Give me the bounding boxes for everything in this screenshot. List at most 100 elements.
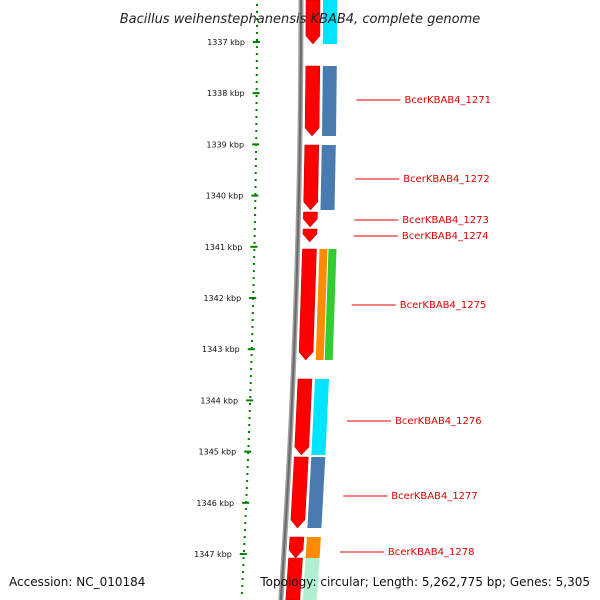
track-dot xyxy=(255,88,258,90)
kbp-label: 1344 kbp xyxy=(200,396,238,405)
accession-text: Accession: NC_010184 xyxy=(9,575,145,589)
feature-track xyxy=(285,0,337,600)
track-dot xyxy=(240,592,243,594)
track-dot xyxy=(246,480,249,482)
kbp-label: 1338 kbp xyxy=(207,89,245,98)
track-dot xyxy=(253,228,256,230)
track-dot xyxy=(245,487,248,489)
track-dot xyxy=(246,473,249,475)
cds-arrow xyxy=(303,144,320,211)
track-dot xyxy=(255,151,258,153)
track-dot xyxy=(247,445,250,447)
kbp-label: 1341 kbp xyxy=(205,243,243,252)
track-dot xyxy=(255,137,258,139)
cds-arrow xyxy=(305,0,321,45)
track-dot xyxy=(244,508,247,510)
cds-arrow xyxy=(302,228,318,243)
cds-arrow xyxy=(304,65,321,137)
backbone-line-core xyxy=(279,0,302,600)
kbp-label: 1345 kbp xyxy=(199,448,237,457)
track-dot xyxy=(255,60,258,62)
track-dot xyxy=(255,81,258,83)
track-dot xyxy=(255,4,258,6)
gene-label: BcerKBAB4_1276 xyxy=(395,416,482,427)
track-dot xyxy=(255,46,258,48)
track-dot xyxy=(254,214,257,216)
track-dot xyxy=(241,585,244,587)
track-dot xyxy=(255,67,258,69)
track-dot xyxy=(254,172,257,174)
track-dot xyxy=(242,557,245,559)
cog-block xyxy=(322,66,337,136)
genome-backbone xyxy=(278,0,304,600)
track-dot xyxy=(241,571,244,573)
track-dot xyxy=(245,494,248,496)
cds-arrow xyxy=(288,536,305,559)
cds-arrow xyxy=(290,456,309,529)
track-dot xyxy=(246,466,249,468)
kbp-scale: 1337 kbp 1338 kbp 1339 kbp 1340 kbp 1341 kbp… xyxy=(194,38,260,559)
track-dot xyxy=(255,53,258,55)
track-dot xyxy=(254,179,257,181)
cds-arrow xyxy=(298,248,317,361)
track-dot xyxy=(251,319,254,321)
track-dot xyxy=(255,11,258,13)
gene-label: BcerKBAB4_1277 xyxy=(391,491,478,502)
track-dot xyxy=(251,326,254,328)
track-dot xyxy=(255,74,258,76)
kbp-label: 1337 kbp xyxy=(207,38,245,47)
track-dot xyxy=(249,375,252,377)
track-dot xyxy=(248,417,251,419)
track-dot xyxy=(254,193,257,195)
track-dot xyxy=(241,578,244,580)
gene-labels: BcerKBAB4_1271 BcerKBAB4_1272 BcerKBAB4_12… xyxy=(339,95,491,558)
track-dot xyxy=(255,18,258,20)
gene-label: BcerKBAB4_1274 xyxy=(402,231,489,242)
track-dot xyxy=(255,32,258,34)
track-dot xyxy=(254,158,257,160)
track-dot xyxy=(251,312,254,314)
track-dot xyxy=(252,270,255,272)
track-dot xyxy=(249,382,252,384)
cog-block xyxy=(320,145,336,210)
gene-label: BcerKBAB4_1278 xyxy=(388,547,475,558)
track-dot xyxy=(244,515,247,517)
cds-arrow xyxy=(294,378,313,456)
cog-block xyxy=(324,249,337,360)
track-dot xyxy=(252,291,255,293)
track-dot xyxy=(253,235,256,237)
cds-arrow xyxy=(303,211,318,228)
cog-block xyxy=(305,537,321,558)
track-dot xyxy=(248,431,251,433)
cog-block xyxy=(311,379,329,455)
track-dot xyxy=(254,186,257,188)
track-dot xyxy=(246,459,249,461)
track-dot xyxy=(251,340,254,342)
track-dot xyxy=(252,277,255,279)
track-dot xyxy=(253,256,256,258)
track-dot xyxy=(249,403,252,405)
track-dot xyxy=(242,564,245,566)
track-dot xyxy=(255,102,258,104)
cog-block xyxy=(307,457,326,528)
kbp-label: 1339 kbp xyxy=(206,140,244,149)
track-dot xyxy=(255,130,258,132)
track-dot xyxy=(255,109,258,111)
kbp-label: 1343 kbp xyxy=(202,345,240,354)
track-dot xyxy=(251,333,254,335)
tick-dot-track xyxy=(240,4,258,594)
gene-label: BcerKBAB4_1272 xyxy=(403,174,490,185)
track-dot xyxy=(244,522,247,524)
track-dot xyxy=(254,165,257,167)
track-dot xyxy=(253,242,256,244)
track-dot xyxy=(255,116,258,118)
cog-block xyxy=(322,0,337,44)
track-dot xyxy=(252,284,255,286)
track-dot xyxy=(250,361,253,363)
kbp-label: 1340 kbp xyxy=(206,192,244,201)
track-dot xyxy=(255,123,258,125)
track-dot xyxy=(242,550,245,552)
map-title: Bacillus weihenstephanensis KBAB4, compl… xyxy=(120,12,481,27)
track-dot xyxy=(250,347,253,349)
